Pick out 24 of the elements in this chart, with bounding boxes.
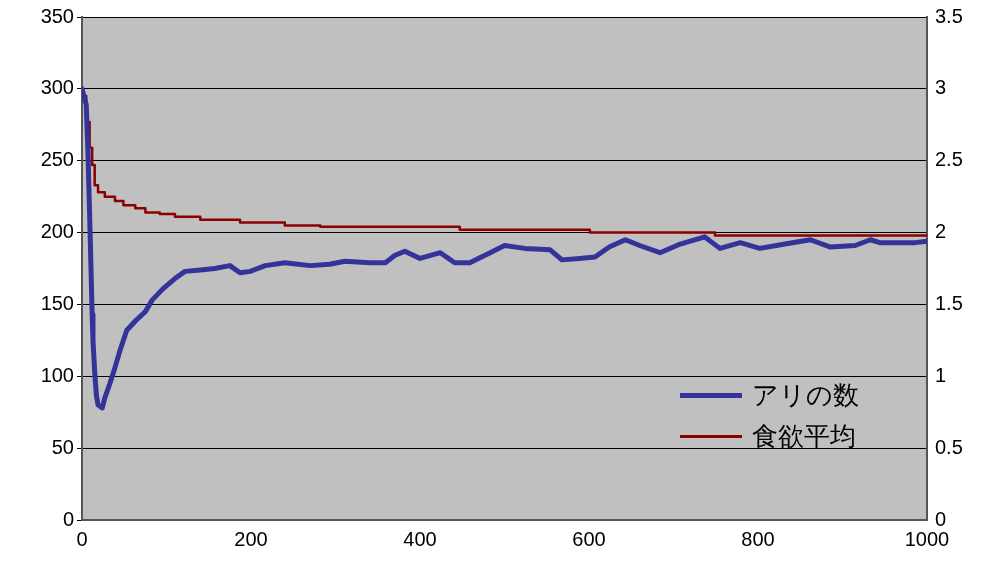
y-tick-label: 0 xyxy=(62,507,74,530)
y2-tick-label: 3.5 xyxy=(935,4,963,27)
x-tick-label: 800 xyxy=(741,527,775,550)
legend-label: アリの数 xyxy=(752,379,859,412)
x-tick-label: 200 xyxy=(234,527,268,550)
y2-tick-label: 2.5 xyxy=(935,148,963,171)
x-tick-label: 1000 xyxy=(904,527,950,550)
x-tick-label: 400 xyxy=(403,527,437,550)
y2-tick-label: 1 xyxy=(935,363,947,386)
legend-label: 食欲平均 xyxy=(752,420,856,453)
x-tick-label: 0 xyxy=(76,527,88,550)
y-tick-label: 300 xyxy=(40,76,74,99)
y-tick-label: 350 xyxy=(40,4,74,27)
y-tick-label: 200 xyxy=(40,220,74,243)
y-tick-label: 50 xyxy=(51,435,74,458)
y2-tick-label: 2 xyxy=(935,220,947,243)
y2-tick-label: 0.5 xyxy=(935,435,963,458)
y2-tick-label: 3 xyxy=(935,76,947,99)
y2-tick-label: 0 xyxy=(935,507,947,530)
x-tick-label: 600 xyxy=(572,527,606,550)
y-tick-label: 150 xyxy=(40,291,74,314)
y-tick-label: 250 xyxy=(40,148,74,171)
y-tick-label: 100 xyxy=(40,363,74,386)
y2-tick-label: 1.5 xyxy=(935,291,963,314)
